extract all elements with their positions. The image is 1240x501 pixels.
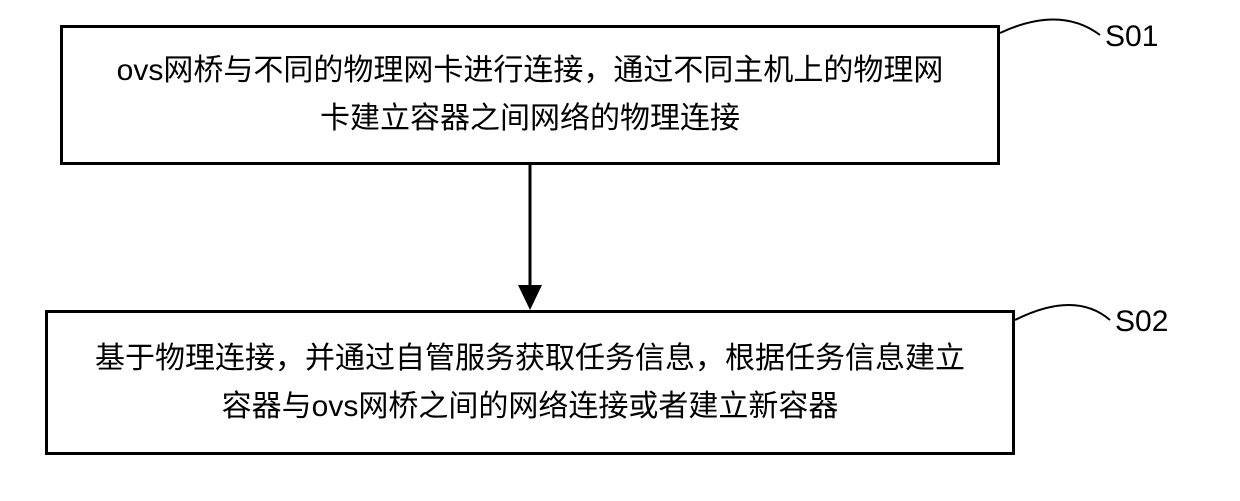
step-box-s02: 基于物理连接，并通过自管服务获取任务信息，根据任务信息建立容器与ovs网桥之间的… — [45, 310, 1015, 455]
step-text-s01: ovs网桥与不同的物理网卡进行连接，通过不同主机上的物理网卡建立容器之间网络的物… — [103, 47, 957, 143]
step-label-s01: S01 — [1105, 20, 1158, 54]
connector-curve-s01 — [1000, 19, 1100, 35]
arrow-head-icon — [518, 285, 542, 310]
step-label-s02: S02 — [1115, 305, 1168, 339]
step-text-s02: 基于物理连接，并通过自管服务获取任务信息，根据任务信息建立容器与ovs网桥之间的… — [88, 335, 972, 431]
flowchart-container: ovs网桥与不同的物理网卡进行连接，通过不同主机上的物理网卡建立容器之间网络的物… — [0, 0, 1240, 501]
connector-curve-s02 — [1015, 305, 1110, 320]
step-box-s01: ovs网桥与不同的物理网卡进行连接，通过不同主机上的物理网卡建立容器之间网络的物… — [60, 25, 1000, 165]
